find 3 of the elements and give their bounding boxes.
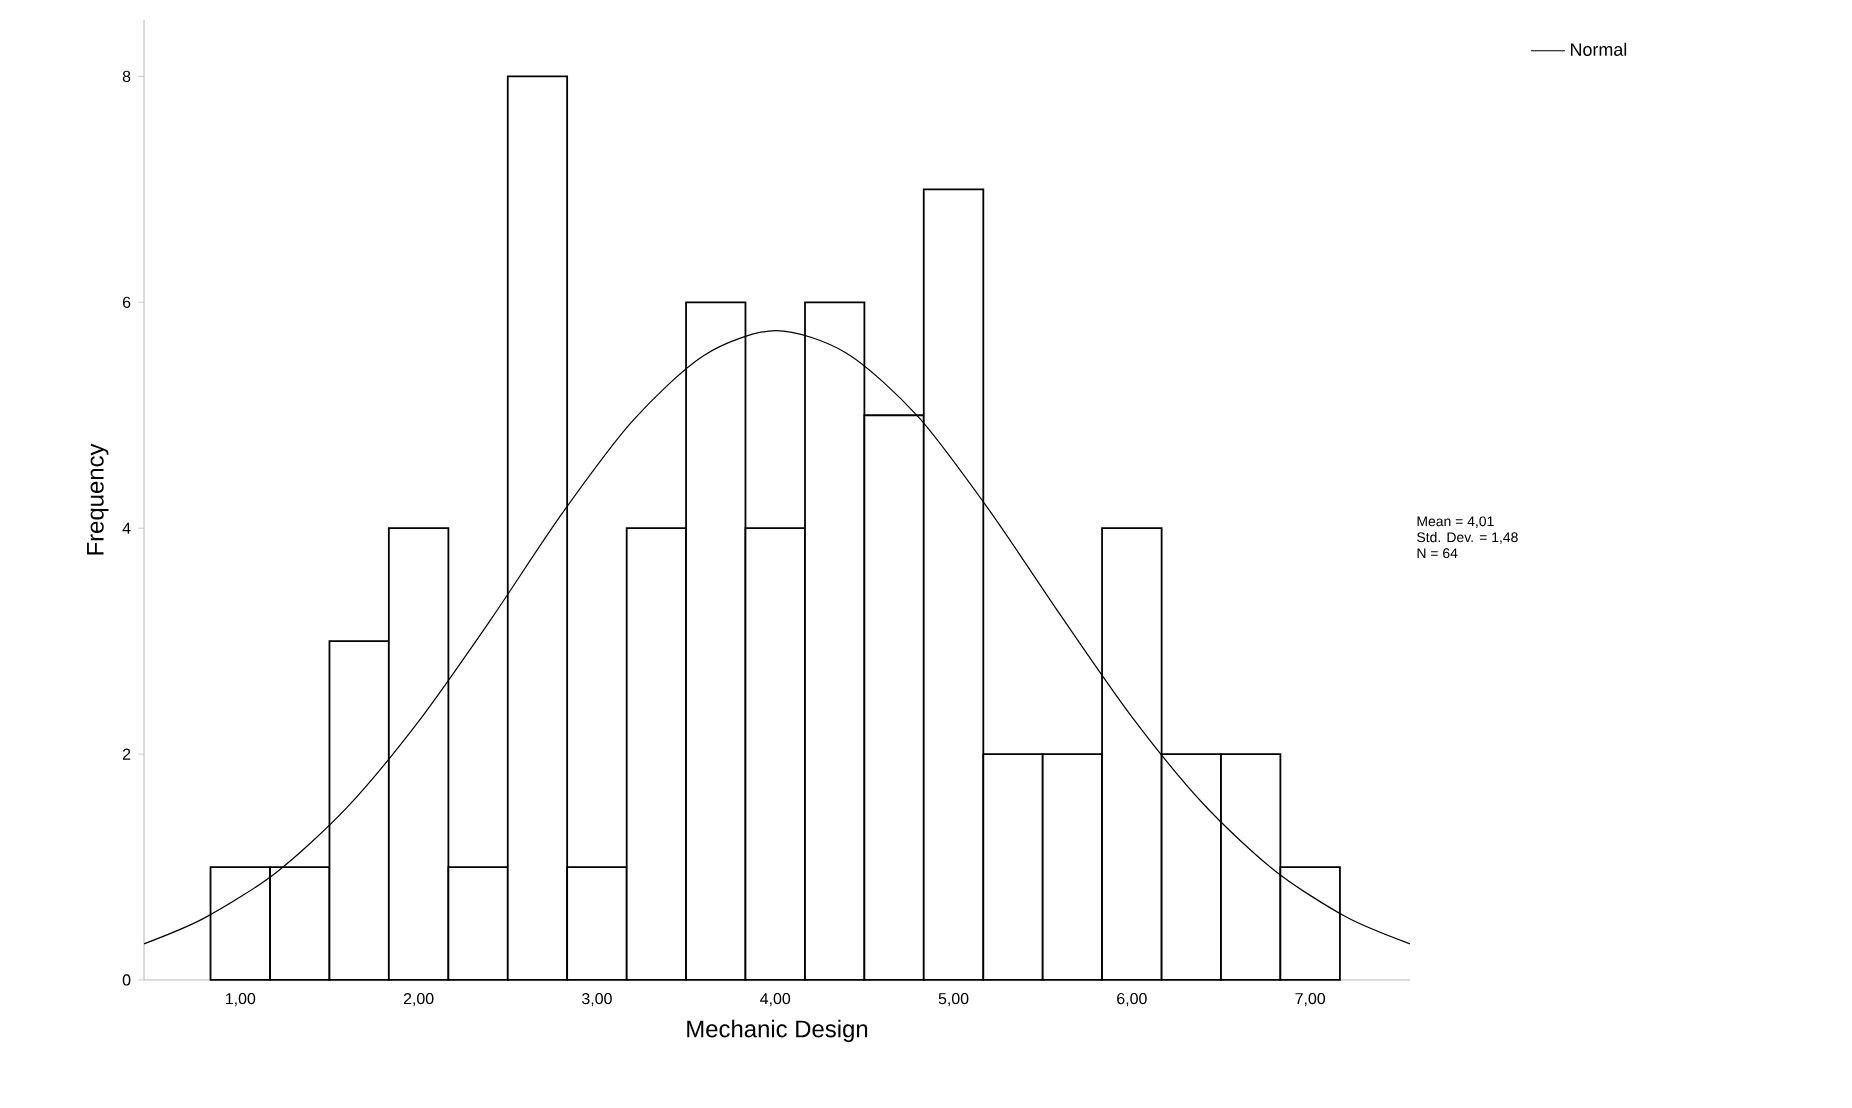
- x-axis-title: Mechanic Design: [687, 1019, 868, 1043]
- y-axis-title: Frequency: [87, 443, 109, 555]
- legend-label: Normal: [1570, 42, 1627, 56]
